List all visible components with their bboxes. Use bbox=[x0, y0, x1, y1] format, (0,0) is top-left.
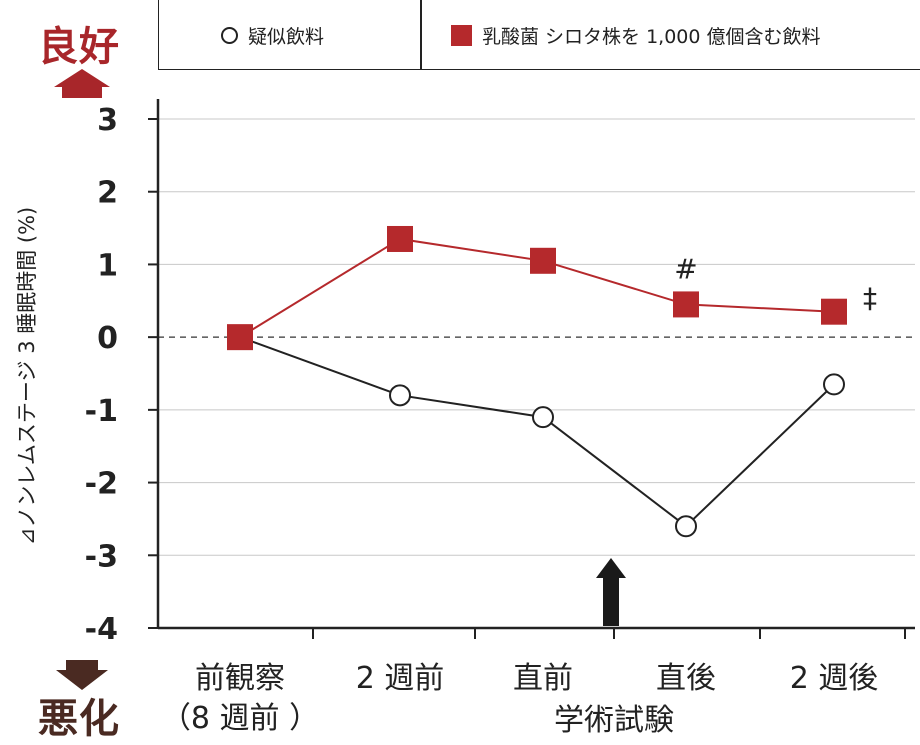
y-tick-label: 3 bbox=[97, 103, 118, 138]
x-tick-label: 2 週後 bbox=[790, 661, 879, 696]
y-tick-label: -3 bbox=[85, 539, 118, 574]
data-point-square bbox=[821, 298, 847, 325]
y-axis-label: ⊿ノンレムステージ 3 睡眠時間 (%) bbox=[15, 206, 39, 546]
legend-item-placebo: 疑似飲料 bbox=[221, 22, 324, 49]
x-tick-label: （8 週前 ） bbox=[161, 701, 319, 736]
legend-item-probiotic: 乳酸菌 シロタ株を 1,000 億個含む飲料 bbox=[451, 22, 821, 49]
data-point-square bbox=[387, 225, 413, 252]
legend-label-probiotic: 乳酸菌 シロタ株を 1,000 億個含む飲料 bbox=[482, 26, 821, 48]
y-tick-label: 1 bbox=[97, 248, 118, 283]
data-point-circle bbox=[389, 384, 411, 407]
y-tick-label: 0 bbox=[97, 321, 118, 356]
square-marker-icon bbox=[451, 25, 472, 46]
y-tick-label: -1 bbox=[85, 394, 118, 429]
exam-arrow-icon bbox=[596, 558, 626, 626]
data-point-square bbox=[530, 247, 556, 274]
good-label: 良好 bbox=[38, 24, 120, 70]
bad-arrow-icon bbox=[56, 660, 108, 690]
x-tick-label: 前観察 bbox=[195, 661, 285, 696]
legend-label-placebo: 疑似飲料 bbox=[248, 26, 325, 48]
data-point-square bbox=[227, 324, 253, 351]
x-tick-label: 直前 bbox=[513, 661, 573, 696]
legend: 疑似飲料 乳酸菌 シロタ株を 1,000 億個含む飲料 bbox=[158, 0, 920, 70]
data-point-circle bbox=[823, 373, 845, 396]
y-tick-label: -2 bbox=[85, 467, 118, 502]
data-point-circle bbox=[675, 515, 697, 538]
y-tick-label: -4 bbox=[85, 612, 118, 647]
x-tick-label: 直後 bbox=[656, 661, 716, 696]
legend-divider bbox=[420, 0, 422, 70]
data-point-square bbox=[673, 291, 699, 318]
series-line bbox=[239, 336, 835, 528]
annotation-mark: # bbox=[674, 252, 697, 285]
y-tick-label: 2 bbox=[97, 176, 118, 211]
data-point-circle bbox=[532, 406, 554, 429]
x-axis-label: 学術試験 bbox=[554, 703, 674, 738]
bad-label: 悪化 bbox=[38, 696, 120, 742]
x-tick-label: 2 週前 bbox=[356, 661, 445, 696]
circle-marker-icon bbox=[221, 27, 238, 44]
annotation-mark: ‡ bbox=[863, 282, 877, 315]
good-arrow-icon bbox=[54, 69, 110, 98]
